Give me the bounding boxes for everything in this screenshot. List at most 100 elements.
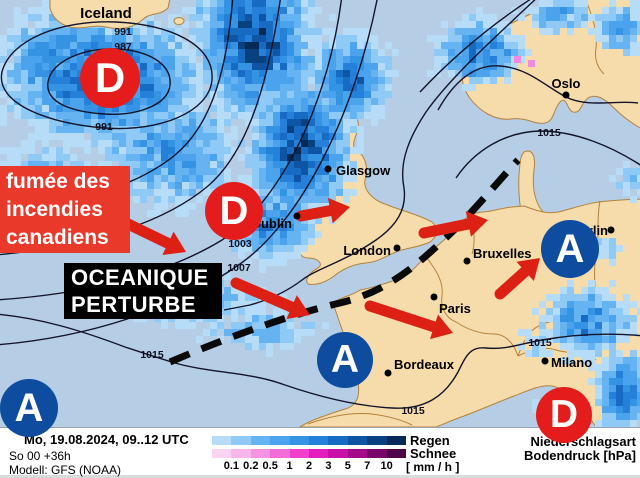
flow-arrows <box>122 197 540 340</box>
city-label: Paris <box>439 301 471 316</box>
isobar-987 <box>47 48 171 115</box>
flow-arrow <box>364 300 453 340</box>
isobar-value-label: 1007 <box>227 262 251 274</box>
flow-arrow <box>295 197 350 224</box>
annotation-oceanic-box: OCEANIQUE PERTURBE <box>64 263 222 319</box>
rain-segment <box>367 436 387 445</box>
legend-pressure-label: Bodendruck [hPa] <box>524 448 636 463</box>
city-dot <box>384 369 392 377</box>
annotation-line: PERTURBE <box>71 292 197 317</box>
rain-segment <box>386 436 407 445</box>
city-dot <box>541 357 549 365</box>
city-iceland: Iceland <box>80 5 132 22</box>
flow-arrow <box>122 218 186 256</box>
rain-segment <box>347 436 368 445</box>
footer-model-name: Modell: GFS (NOAA) <box>9 463 122 477</box>
footer-datetime: Mo, 19.08.2024, 09..12 UTC <box>24 432 189 447</box>
snow-segment <box>328 449 348 458</box>
legend-ticks: 0.1 0.2 0.5 1 2 3 5 7 10 <box>212 460 406 473</box>
city-london: London <box>343 243 401 258</box>
isobar-1011 <box>223 0 536 311</box>
city-bruxelles: Bruxelles <box>463 246 532 265</box>
snow-segment <box>289 449 310 458</box>
snow-cell <box>528 60 535 67</box>
low-pressure-symbol-ireland: D <box>205 182 263 240</box>
isobar-1015-south <box>0 313 640 409</box>
annotation-smoke-box: fumée des incendies canadiens <box>0 166 130 253</box>
iceland-land <box>49 0 171 29</box>
flow-arrow <box>230 277 310 319</box>
city-label: Bordeaux <box>394 357 455 372</box>
city-dot <box>463 257 471 265</box>
flow-arrow <box>494 258 540 300</box>
city-dot <box>562 91 570 99</box>
legend-tick: 5 <box>344 460 351 472</box>
rain-segment <box>309 436 329 445</box>
high-pressure-symbol-biscay: A <box>317 332 373 388</box>
legend-tick: 7 <box>364 460 371 472</box>
city-dot <box>293 212 301 220</box>
legend-tick: 3 <box>325 460 332 472</box>
city-bordeaux: Bordeaux <box>384 357 455 377</box>
flow-arrow <box>418 211 488 239</box>
rain-segment <box>231 436 251 445</box>
low-pressure-symbol-iceland: D <box>80 48 140 108</box>
isobar-value-label: 1003 <box>228 238 252 250</box>
precipitation-raster-land <box>427 0 640 427</box>
city-oslo: Oslo <box>552 76 581 99</box>
annotation-line: incendies <box>6 198 103 221</box>
isobar-value-label: 991 <box>114 26 132 38</box>
snow-segment <box>347 449 368 458</box>
legend-snow-colorbar <box>212 449 407 458</box>
isobar-value-label: 1015 <box>537 127 561 139</box>
city-dot <box>393 244 401 252</box>
isobar-value-label: 1015 <box>401 405 425 417</box>
city-milano: Milano <box>541 355 592 370</box>
city-dublin: Dublin <box>252 212 301 231</box>
legend-tick: 0.5 <box>262 460 278 472</box>
snow-segment <box>231 449 251 458</box>
snow-segment <box>270 449 290 458</box>
footer-bar: Mo, 19.08.2024, 09..12 UTC So 00 +36h Mo… <box>0 427 640 478</box>
legend-tick: 1 <box>286 460 293 472</box>
iceland-islet <box>173 17 185 25</box>
snow-segment <box>386 449 407 458</box>
legend-tick: 10 <box>380 460 393 472</box>
high-pressure-symbol-germany: A <box>541 220 599 278</box>
city-glasgow: Glasgow <box>324 163 391 178</box>
snow-segment <box>367 449 387 458</box>
snow-segment <box>309 449 329 458</box>
isobar-991 <box>0 21 213 130</box>
high-pressure-symbol-corner: A <box>0 379 58 437</box>
isobar-value-label: 991 <box>95 121 113 133</box>
snow-segment <box>250 449 271 458</box>
front-dashed-line <box>168 157 521 366</box>
city-label: Iceland <box>80 5 132 22</box>
city-label: Glasgow <box>336 163 391 178</box>
city-label: Bruxelles <box>473 246 532 261</box>
legend-tick: 0.2 <box>243 460 259 472</box>
city-label: Dublin <box>252 216 292 231</box>
low-pressure-symbol-legend: D <box>536 387 592 443</box>
legend-unit-label: [ mm / h ] <box>406 460 460 474</box>
city-dot <box>324 165 332 173</box>
city-dot <box>430 293 438 301</box>
snow-segment <box>212 449 232 458</box>
snow-cell <box>514 56 521 63</box>
city-label: London <box>343 243 391 258</box>
city-dot <box>607 226 615 234</box>
isobar-value-label: 1015 <box>140 349 164 361</box>
footer-model-run: So 00 +36h <box>9 449 71 463</box>
isobar-norway <box>419 0 531 93</box>
legend-rain-colorbar <box>212 436 407 445</box>
rain-segment <box>289 436 310 445</box>
rain-segment <box>328 436 348 445</box>
rain-segment <box>212 436 232 445</box>
annotation-line: fumée des <box>6 170 110 193</box>
legend-rain-label: Regen <box>410 433 450 448</box>
legend-tick: 0.1 <box>223 460 240 472</box>
legend-snow-label: Schnee <box>410 446 457 461</box>
isobar-1015-north <box>455 130 640 179</box>
isobar-oslo <box>437 65 639 111</box>
